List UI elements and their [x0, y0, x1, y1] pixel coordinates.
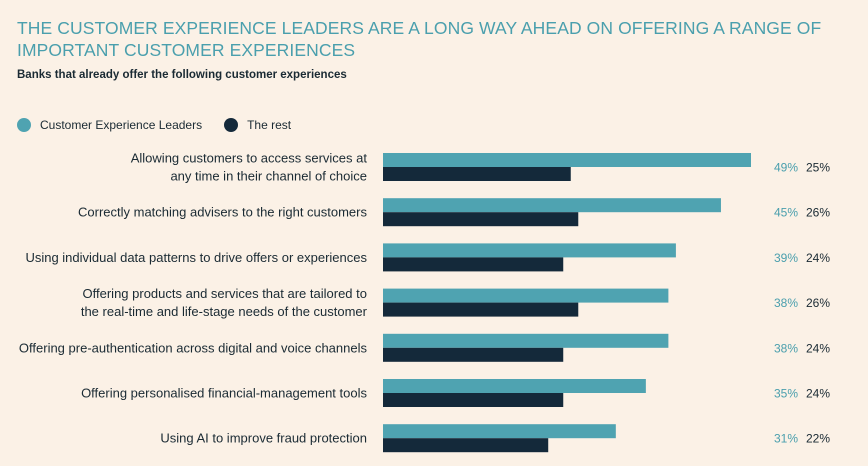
value-label-rest: 26% — [806, 206, 830, 220]
category-label: the real-time and life-stage needs of th… — [81, 304, 368, 319]
category-label: Correctly matching advisers to the right… — [78, 205, 367, 220]
legend-label-leaders: Customer Experience Leaders — [40, 118, 203, 132]
chart-subtitle: Banks that already offer the following c… — [17, 69, 347, 81]
value-label-leaders: 39% — [774, 251, 798, 265]
bar-rest — [383, 302, 579, 317]
value-label-leaders: 45% — [774, 206, 798, 220]
bar-rest — [383, 167, 571, 181]
value-label-rest: 24% — [806, 387, 830, 401]
value-label-rest: 26% — [806, 296, 830, 310]
legend-label-rest: The rest — [247, 118, 292, 132]
category-label: Using individual data patterns to drive … — [25, 250, 367, 265]
legend-item-leaders: Customer Experience Leaders — [17, 118, 202, 132]
bar-leaders — [383, 153, 751, 167]
value-label-rest: 24% — [806, 341, 830, 355]
bar-leaders — [383, 424, 616, 439]
category-label: Allowing customers to access services at — [131, 151, 368, 166]
bar-rest — [383, 212, 579, 227]
value-label-leaders: 38% — [774, 341, 798, 355]
legend-item-rest: The rest — [224, 118, 291, 132]
category-label: Offering pre-authentication across digit… — [19, 340, 368, 355]
legend-swatch-leaders — [17, 118, 31, 132]
bar-leaders — [383, 198, 721, 213]
bar-rest — [383, 347, 564, 362]
bar-rest — [383, 393, 564, 407]
bar-leaders — [383, 379, 646, 393]
value-label-leaders: 38% — [774, 296, 798, 310]
bar-leaders — [383, 288, 669, 303]
category-label: Offering personalised financial-manageme… — [81, 386, 367, 401]
value-label-leaders: 49% — [774, 161, 798, 175]
chart-title: THE CUSTOMER EXPERIENCE LEADERS ARE A LO… — [17, 18, 822, 60]
bar-rest — [383, 257, 564, 272]
category-label: any time in their channel of choice — [170, 169, 367, 184]
category-label: Offering products and services that are … — [83, 286, 367, 301]
value-label-leaders: 31% — [774, 432, 798, 446]
bar-leaders — [383, 243, 676, 258]
category-label: Using AI to improve fraud protection — [160, 431, 367, 446]
bar-leaders — [383, 333, 669, 348]
legend: Customer Experience Leaders The rest — [17, 118, 313, 132]
value-label-rest: 24% — [806, 251, 830, 265]
value-label-rest: 22% — [806, 432, 830, 446]
legend-swatch-rest — [224, 118, 239, 132]
value-label-leaders: 35% — [774, 387, 798, 401]
value-label-rest: 25% — [806, 161, 830, 175]
bar-rest — [383, 438, 549, 453]
